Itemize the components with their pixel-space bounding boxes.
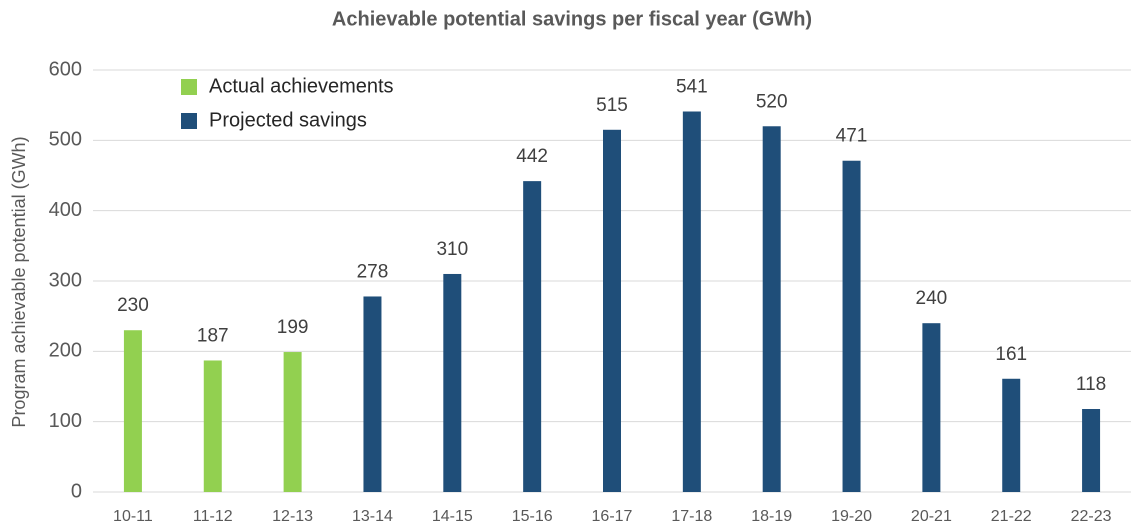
x-tick-label: 11-12 [193, 508, 233, 525]
data-label: 240 [916, 288, 948, 309]
legend-label: Projected savings [209, 109, 367, 131]
x-tick-label: 18-19 [751, 508, 792, 525]
y-axis-label: Program achievable potential (GWh) [9, 136, 29, 427]
bar [523, 181, 542, 493]
data-label: 310 [436, 239, 468, 260]
y-tick-label: 300 [49, 269, 82, 291]
y-tick-label: 100 [49, 410, 82, 432]
x-tick-label: 20-21 [911, 508, 952, 525]
x-tick-label: 14-15 [432, 508, 473, 525]
data-label: 199 [277, 317, 309, 338]
y-tick-label: 200 [49, 340, 82, 362]
x-tick-label: 16-17 [592, 508, 633, 525]
bar [363, 296, 382, 492]
bar [1002, 378, 1021, 492]
bar [603, 129, 621, 493]
x-tick-label: 15-16 [512, 508, 553, 525]
bar [922, 323, 941, 492]
x-tick-label: 12-13 [272, 508, 313, 525]
x-tick-label: 10-11 [113, 508, 153, 525]
data-label: 442 [516, 146, 548, 167]
bar [682, 111, 701, 492]
x-tick-label: 17-18 [671, 508, 712, 525]
bar [203, 360, 222, 492]
data-label: 520 [756, 91, 788, 112]
bar [283, 352, 302, 492]
bar [443, 273, 462, 492]
x-tick-label: 21-22 [991, 508, 1032, 525]
data-label: 515 [596, 95, 628, 116]
data-label: 161 [995, 344, 1027, 365]
bar [1082, 409, 1101, 492]
x-tick-label: 13-14 [352, 508, 393, 525]
data-label: 230 [117, 295, 149, 316]
y-tick-label: 400 [49, 199, 82, 221]
legend-swatch [181, 79, 197, 95]
y-tick-label: 600 [49, 58, 82, 80]
data-label: 118 [1076, 374, 1106, 395]
bar [123, 330, 142, 492]
data-label: 471 [836, 126, 868, 147]
y-tick-label: 500 [49, 129, 82, 151]
chart-title: Achievable potential savings per fiscal … [332, 8, 812, 30]
bar [762, 126, 781, 493]
bar [842, 160, 861, 493]
data-label: 278 [357, 261, 389, 282]
x-tick-label: 19-20 [831, 508, 872, 525]
data-label: 541 [676, 77, 708, 98]
x-tick-label: 22-23 [1071, 508, 1112, 525]
y-tick-label: 0 [71, 480, 82, 502]
legend-label: Actual achievements [209, 75, 394, 97]
legend-swatch [181, 113, 197, 129]
data-label: 187 [197, 325, 229, 346]
